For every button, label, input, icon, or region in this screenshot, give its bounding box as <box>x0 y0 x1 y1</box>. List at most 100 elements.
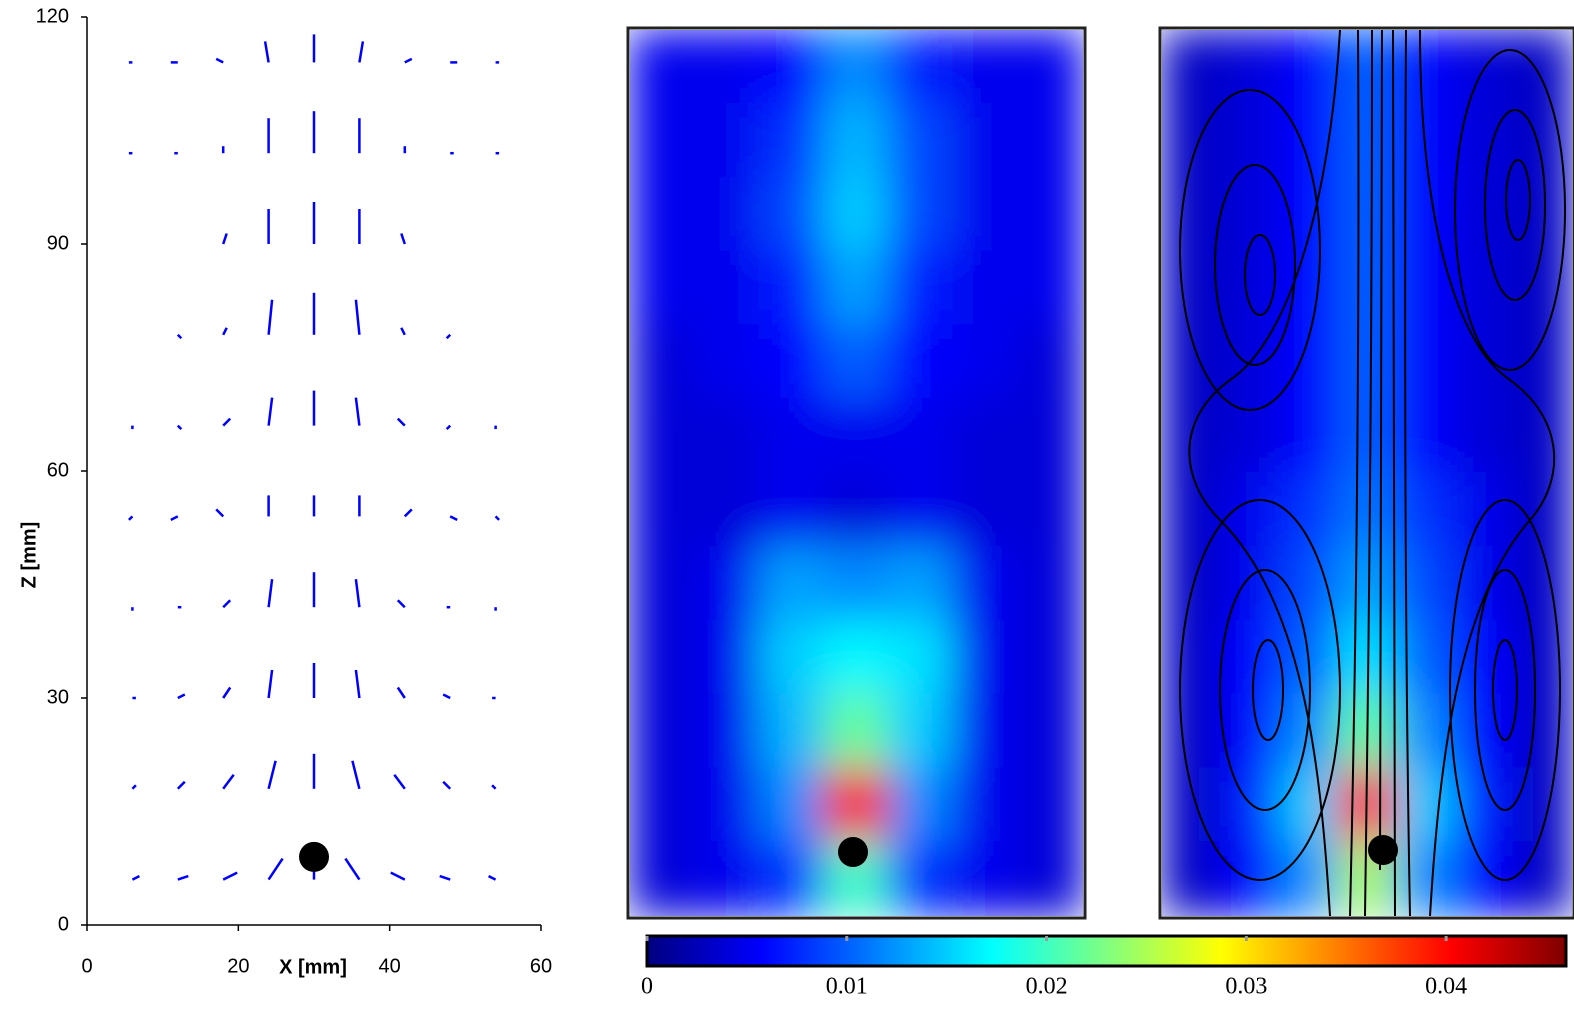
colorbar-tick-label: 0.01 <box>826 974 868 1000</box>
heatmap-cell <box>758 30 826 105</box>
heatmap-cell <box>1512 30 1572 105</box>
colorbar-tick-label: 0.02 <box>1026 974 1068 1000</box>
heatmap-cell <box>952 472 1020 548</box>
heatmap-cell <box>758 693 826 770</box>
colorbar: 0 0.01 0.02 0.03 0.04 <box>641 934 1568 1000</box>
heatmap-cell <box>1453 398 1515 474</box>
vector <box>177 693 186 700</box>
vector <box>222 233 228 245</box>
heatmap-cell <box>887 693 955 770</box>
heatmap-cell <box>1162 767 1222 844</box>
heatmap-cell <box>1395 693 1456 770</box>
heatmap-cell <box>1017 472 1083 548</box>
heatmap-cell <box>630 30 696 105</box>
heatmap-cell <box>1395 767 1456 844</box>
vector <box>354 299 361 335</box>
heatmap-cell <box>1162 176 1222 253</box>
vector <box>176 780 186 790</box>
heatmap-panel <box>630 30 1083 916</box>
heatmap-cell <box>823 619 890 696</box>
heatmap-cell <box>1017 545 1083 622</box>
heatmap-cell <box>1512 619 1572 696</box>
heatmap-cell <box>1395 545 1456 622</box>
y-axis-label: Z [mm] <box>18 522 40 589</box>
heatmap-cell <box>1017 176 1083 253</box>
heatmap-cell <box>693 841 761 916</box>
heatmap-cell <box>823 176 890 253</box>
heatmap-cell <box>887 619 955 696</box>
y-tick-label: 60 <box>47 459 69 481</box>
heatmap-cell <box>1336 324 1398 401</box>
x-tick-label: 40 <box>379 955 401 977</box>
x-tick-label: 0 <box>81 955 92 977</box>
vortex <box>1505 159 1531 241</box>
heatmap-cell <box>1395 841 1456 916</box>
vector <box>131 874 140 881</box>
y-tick-label: 90 <box>47 232 69 254</box>
vortex <box>1179 499 1341 881</box>
heatmap-cell <box>1512 398 1572 474</box>
heatmap-cell <box>1219 472 1281 548</box>
heatmap-cell <box>693 472 761 548</box>
heatmap-cell <box>758 102 826 179</box>
heatmap-cell <box>887 472 955 548</box>
heatmap-cell <box>952 398 1020 474</box>
vector <box>354 397 361 426</box>
heatmap-cell <box>1017 841 1083 916</box>
x-tick-label: 60 <box>530 955 552 977</box>
heatmap-cell <box>952 545 1020 622</box>
vector <box>263 41 270 63</box>
heatmap-cell <box>1219 619 1281 696</box>
heatmap-cell <box>1395 30 1456 105</box>
vector <box>222 599 232 609</box>
colorbar-tick-label: 0.03 <box>1225 974 1267 1000</box>
vector <box>396 686 406 699</box>
heatmap-cell <box>952 841 1020 916</box>
heatmap-cell <box>1453 693 1515 770</box>
heatmap-cell <box>1017 324 1083 401</box>
heatmap-cell <box>1453 472 1515 548</box>
heatmap-cell <box>1162 619 1222 696</box>
heatmap-cell <box>1512 841 1572 916</box>
heatmap-cell <box>693 545 761 622</box>
vector <box>404 57 413 64</box>
heatmap-cell <box>758 324 826 401</box>
vector <box>351 760 361 790</box>
colorbar-tick-label: 0 <box>641 974 653 1000</box>
heatmap-cell <box>1395 619 1456 696</box>
heatmap-cell <box>1219 693 1281 770</box>
vector <box>215 508 225 518</box>
vortex <box>1484 109 1546 301</box>
heatmap-cell <box>1017 250 1083 327</box>
vector <box>491 784 497 790</box>
streamline <box>1419 30 1556 916</box>
heatmap-cell <box>823 324 890 401</box>
heatmap-cell <box>1017 693 1083 770</box>
heatmap-panel <box>1162 30 1572 916</box>
heatmap-cell <box>693 176 761 253</box>
heatmap-cell <box>1336 545 1398 622</box>
vortex <box>1252 639 1284 741</box>
heatmap-cell <box>1512 250 1572 327</box>
vector <box>396 599 406 609</box>
heatmap-cell <box>630 472 696 548</box>
heatmap-cell <box>1453 250 1515 327</box>
heatmap-cell <box>630 767 696 844</box>
heatmap-cell <box>1017 102 1083 179</box>
heatmap-cell <box>1219 250 1281 327</box>
heatmap-cell <box>1162 841 1222 916</box>
heatmap-cell <box>630 398 696 474</box>
heatmap-cell <box>823 472 890 548</box>
heatmap-cell <box>1336 176 1398 253</box>
heatmap-cell <box>887 250 955 327</box>
heatmap-cell <box>630 841 696 916</box>
vortex <box>1214 164 1296 366</box>
sphere <box>299 841 329 872</box>
vector <box>128 515 134 521</box>
vector <box>222 686 232 699</box>
heatmap-cell <box>887 545 955 622</box>
heatmap-cell <box>758 472 826 548</box>
vector <box>442 693 451 700</box>
heatmap-cell <box>758 250 826 327</box>
